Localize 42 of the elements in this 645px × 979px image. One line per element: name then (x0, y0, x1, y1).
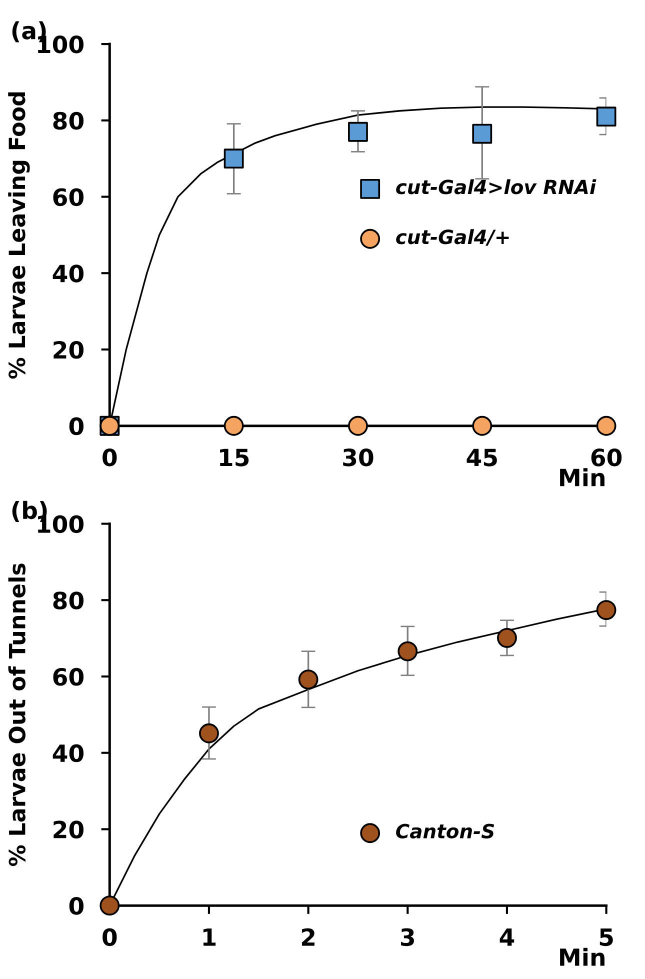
x-tick-label: 60 (591, 448, 622, 466)
point (348, 122, 368, 142)
x-tick-label: 1 (203, 928, 216, 946)
y-tick-label: 20 (54, 340, 84, 359)
y-axis-title: % Larvae Out of Tunnels (8, 564, 26, 866)
x-tick-label: 5 (600, 928, 613, 946)
point (472, 124, 492, 144)
y-axis-title: % Larvae Leaving Food (8, 92, 30, 379)
point (596, 600, 616, 620)
legend-label: cut-Gal4/+ (396, 229, 509, 246)
x-axis-title: Min (560, 468, 604, 486)
point (472, 416, 492, 436)
y-tick-label: 20 (54, 820, 84, 839)
point (398, 641, 418, 662)
point (298, 670, 318, 690)
point (224, 148, 244, 169)
x-tick-label: 45 (466, 448, 497, 466)
y-tick-label: 0 (69, 897, 84, 915)
point (596, 106, 616, 127)
y-tick-label: 80 (53, 112, 84, 130)
x-tick-label: 30 (343, 448, 374, 466)
x-tick-label: 2 (302, 928, 314, 946)
point (497, 628, 517, 648)
y-tick-label: 60 (53, 188, 84, 206)
x-tick-label: 0 (102, 448, 117, 466)
y-tick-label: 60 (53, 668, 84, 686)
point (596, 416, 616, 436)
y-tick-label: 40 (52, 264, 84, 282)
legend-label: Canton-S (396, 824, 494, 838)
point (348, 416, 368, 436)
y-tick-label: 40 (52, 744, 84, 762)
x-tick-label: 0 (102, 928, 117, 946)
y-tick-label: 0 (69, 417, 84, 436)
x-axis-title: Min (560, 948, 604, 966)
x-tick-label: 4 (500, 928, 514, 946)
y-tick-label: 80 (53, 592, 84, 610)
point (100, 896, 120, 916)
legend-label: cut-Gal4>lov RNAi (396, 179, 596, 194)
point (224, 416, 244, 436)
x-tick-label: 3 (401, 928, 414, 946)
point (199, 723, 219, 744)
x-tick-label: 15 (220, 448, 249, 466)
